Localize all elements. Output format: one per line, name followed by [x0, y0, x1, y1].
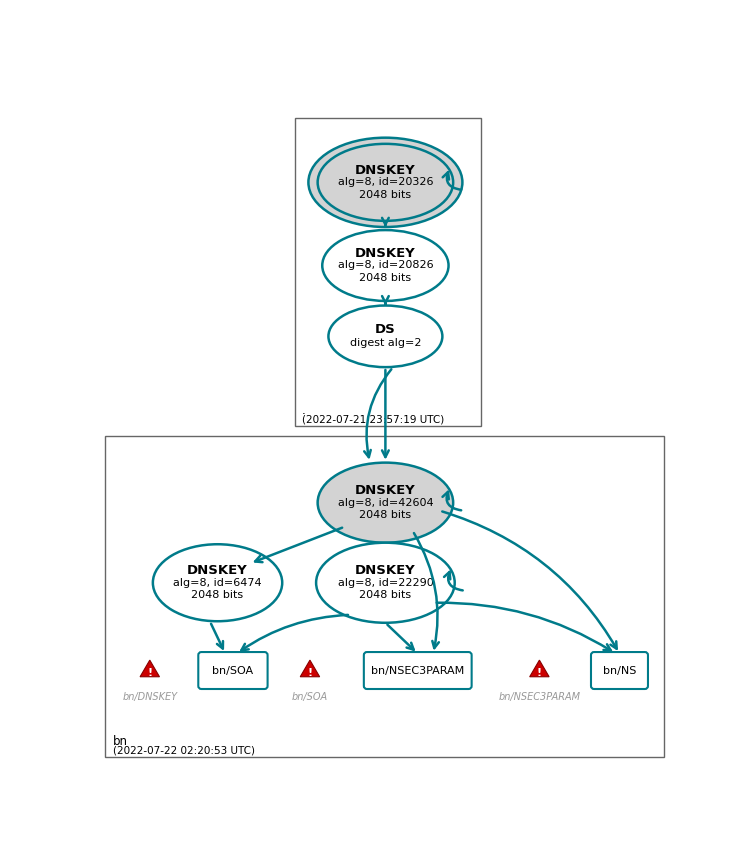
Text: !: ! — [147, 668, 153, 678]
Text: DNSKEY: DNSKEY — [355, 484, 416, 497]
Text: DNSKEY: DNSKEY — [355, 564, 416, 577]
Text: DNSKEY: DNSKEY — [355, 247, 416, 260]
Ellipse shape — [317, 463, 453, 542]
FancyBboxPatch shape — [591, 652, 648, 689]
Text: bn: bn — [113, 735, 128, 748]
Polygon shape — [140, 660, 159, 676]
Ellipse shape — [308, 138, 462, 227]
Text: (2022-07-21 23:57:19 UTC): (2022-07-21 23:57:19 UTC) — [302, 415, 444, 425]
Text: 2048 bits: 2048 bits — [359, 189, 411, 200]
Text: 2048 bits: 2048 bits — [359, 272, 411, 283]
Text: alg=8, id=20326: alg=8, id=20326 — [338, 177, 433, 188]
Text: (2022-07-22 02:20:53 UTC): (2022-07-22 02:20:53 UTC) — [113, 746, 255, 756]
Text: DNSKEY: DNSKEY — [355, 163, 416, 176]
Ellipse shape — [153, 544, 282, 621]
Ellipse shape — [329, 305, 442, 367]
Text: DS: DS — [375, 323, 396, 336]
Bar — [105, 437, 664, 757]
Ellipse shape — [323, 230, 448, 301]
Text: alg=8, id=42604: alg=8, id=42604 — [338, 497, 433, 508]
Polygon shape — [300, 660, 320, 676]
Text: 2048 bits: 2048 bits — [359, 510, 411, 520]
Text: bn/NSEC3PARAM: bn/NSEC3PARAM — [371, 665, 465, 676]
Text: !: ! — [308, 668, 313, 678]
Text: !: ! — [537, 668, 542, 678]
Text: bn/SOA: bn/SOA — [292, 692, 328, 702]
Text: bn/NSEC3PARAM: bn/NSEC3PARAM — [499, 692, 581, 702]
Bar — [295, 118, 481, 426]
Ellipse shape — [316, 542, 455, 623]
FancyBboxPatch shape — [199, 652, 268, 689]
Text: 2048 bits: 2048 bits — [192, 590, 244, 600]
Text: alg=8, id=6474: alg=8, id=6474 — [173, 578, 262, 587]
Text: bn/DNSKEY: bn/DNSKEY — [123, 692, 177, 702]
Polygon shape — [529, 660, 549, 676]
Text: bn/NS: bn/NS — [603, 665, 636, 676]
Text: bn/SOA: bn/SOA — [212, 665, 253, 676]
Text: digest alg=2: digest alg=2 — [350, 338, 421, 349]
Text: alg=8, id=22290: alg=8, id=22290 — [338, 578, 433, 587]
Text: alg=8, id=20826: alg=8, id=20826 — [338, 260, 433, 271]
Text: DNSKEY: DNSKEY — [187, 564, 248, 577]
Text: 2048 bits: 2048 bits — [359, 590, 411, 600]
Text: .: . — [302, 404, 306, 417]
FancyBboxPatch shape — [364, 652, 472, 689]
Ellipse shape — [317, 144, 453, 221]
